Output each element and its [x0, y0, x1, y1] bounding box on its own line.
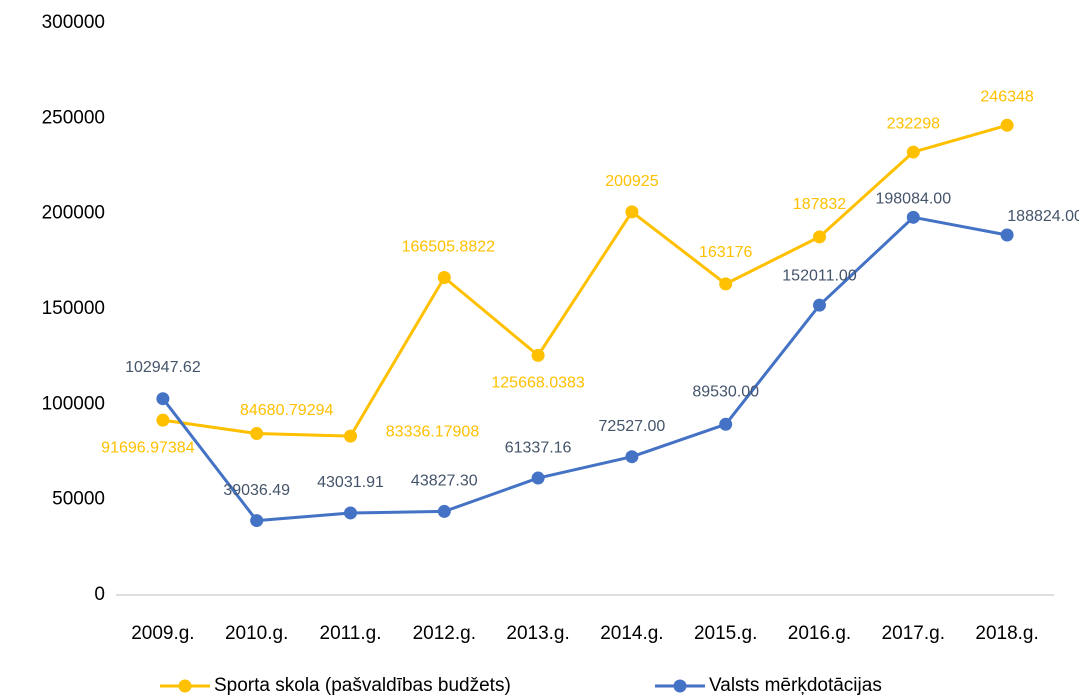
data-point: [156, 392, 170, 406]
x-tick-label: 2009.g.: [131, 623, 194, 644]
data-point: [344, 429, 357, 443]
data-point: [531, 471, 545, 485]
data-label: 83336.17908: [386, 423, 480, 440]
x-tick-label: 2018.g.: [975, 623, 1038, 644]
legend-marker: [178, 679, 192, 693]
data-point: [437, 271, 451, 285]
series-line: [162, 123, 1008, 438]
data-point: [1000, 228, 1014, 242]
x-tick-label: 2011.g.: [320, 623, 382, 644]
data-label: 89530.00: [692, 384, 759, 401]
y-tick-label: 250000: [42, 107, 105, 128]
x-tick-label: 2016.g.: [788, 623, 851, 644]
legend-label: Sporta skola (pašvaldības budžets): [214, 675, 511, 696]
x-tick-label: 2017.g.: [882, 623, 945, 644]
data-label: 246348: [980, 89, 1033, 106]
data-point: [719, 277, 733, 291]
y-tick-label: 100000: [42, 393, 105, 414]
data-label: 72527.00: [599, 418, 666, 435]
data-point: [906, 210, 920, 224]
data-label: 43827.30: [411, 473, 478, 490]
data-label: 39036.49: [223, 482, 290, 499]
legend-label: Valsts mērķdotācijas: [709, 675, 882, 696]
data-point: [813, 230, 826, 244]
data-label: 187832: [793, 196, 846, 213]
data-point: [437, 504, 451, 518]
data-point: [1000, 118, 1014, 132]
x-tick-label: 2014.g.: [600, 623, 663, 644]
series-line: [161, 215, 1008, 523]
legend-marker: [673, 679, 687, 693]
y-tick-label: 200000: [42, 203, 105, 224]
data-label: 200925: [605, 173, 658, 190]
data-label: 152011.00: [782, 267, 857, 284]
data-label: 84680.79294: [240, 402, 334, 419]
data-label: 125668.0383: [491, 375, 585, 392]
data-point: [531, 348, 545, 362]
x-tick-label: 2010.g.: [225, 623, 288, 644]
x-tick-label: 2013.g.: [506, 623, 569, 644]
y-tick-label: 0: [94, 584, 105, 605]
data-point: [250, 427, 264, 441]
data-point: [813, 298, 826, 312]
data-point: [906, 145, 920, 159]
data-label: 61337.16: [505, 439, 572, 456]
data-label: 91696.97384: [101, 439, 195, 456]
data-point: [156, 413, 170, 427]
data-point: [344, 506, 357, 520]
data-point: [719, 417, 733, 431]
y-tick-label: 150000: [42, 298, 105, 319]
data-label: 232298: [887, 115, 940, 132]
data-label: 166505.8822: [402, 239, 496, 256]
data-label: 102947.62: [125, 359, 201, 376]
data-point: [625, 450, 639, 464]
y-tick-label: 50000: [52, 489, 105, 510]
x-tick-label: 2015.g.: [694, 623, 757, 644]
data-label: 43031.91: [317, 474, 384, 491]
y-tick-label: 300000: [42, 12, 105, 33]
data-label: 188824.00: [1007, 208, 1079, 225]
x-tick-label: 2012.g.: [413, 623, 476, 644]
data-label: 163176: [699, 244, 752, 261]
data-label: 198084.00: [875, 191, 951, 208]
data-point: [625, 205, 639, 219]
data-point: [250, 514, 264, 528]
